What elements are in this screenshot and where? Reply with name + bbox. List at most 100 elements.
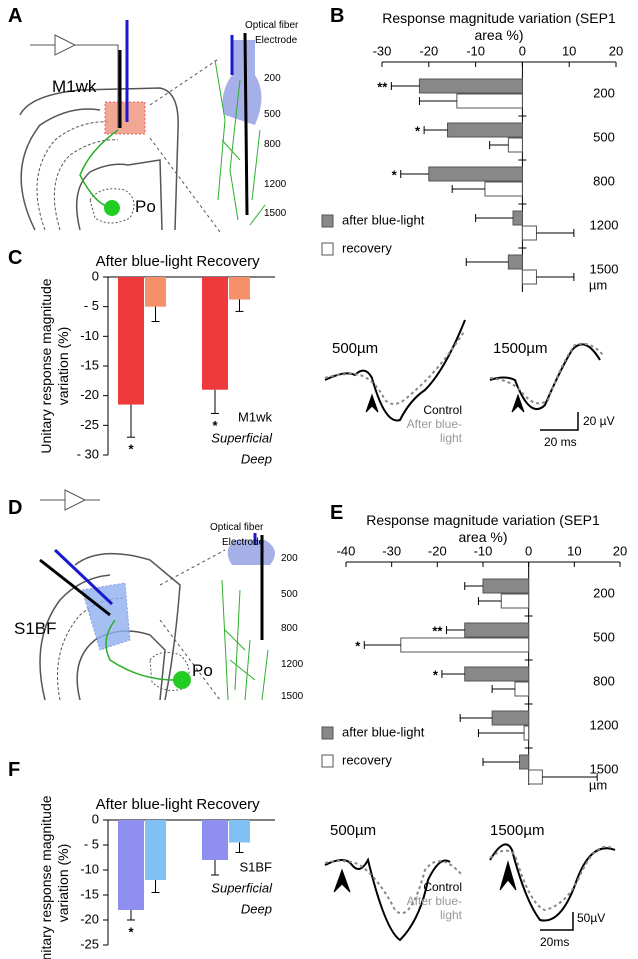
y-tick-label: -25 — [80, 936, 99, 951]
legend-label: recovery — [342, 240, 392, 255]
y-tick-label: -20 — [80, 387, 99, 402]
bar — [519, 754, 530, 770]
bar — [447, 122, 523, 138]
diagram-d — [39, 489, 275, 701]
diagram-a — [19, 20, 266, 233]
legend-label: Deep — [241, 451, 272, 466]
bar — [514, 681, 530, 697]
y-axis-label: Unitary response magnitude variation (%) — [38, 794, 71, 959]
bar — [145, 820, 166, 880]
y-tick-label: -10 — [80, 861, 99, 876]
legend-title: S1BF — [239, 859, 272, 874]
depth-label: 800 — [281, 623, 298, 634]
panel-label: B — [330, 5, 345, 27]
legend-label: after blue-light — [342, 724, 425, 739]
x-tick-label: 10 — [562, 43, 576, 58]
panel-label: C — [8, 247, 23, 269]
x-tick-label: -10 — [474, 543, 493, 558]
x-tick-label: -30 — [382, 543, 401, 558]
trace-legend: After blue-light — [406, 894, 462, 922]
bar — [202, 820, 228, 860]
bar — [521, 225, 537, 241]
legend-label: recovery — [342, 752, 392, 767]
bar — [500, 593, 530, 609]
chart-title: Response magnitude variation (SEP1 area … — [382, 10, 616, 43]
y-tick-label: -25 — [80, 417, 99, 432]
panel-label: F — [8, 759, 21, 781]
trace-depth: 1500µm — [493, 340, 548, 357]
category-label: 800 — [593, 673, 615, 688]
category-label: 1500 — [590, 261, 619, 276]
significance: * — [392, 167, 398, 182]
traces-b — [324, 319, 604, 431]
y-axis-label: Unitary response magnitude variation (%) — [38, 278, 71, 454]
significance: * — [212, 418, 218, 433]
x-tick-label: -30 — [373, 43, 392, 58]
depth-label: 1500 — [264, 208, 287, 219]
scale-label: 20ms — [540, 935, 570, 949]
bar — [418, 78, 523, 94]
y-tick-label: - 5 — [84, 836, 99, 851]
bar — [464, 666, 530, 682]
x-tick-label: -20 — [419, 43, 438, 58]
y-tick-label: -20 — [80, 911, 99, 926]
category-label: 800 — [593, 173, 615, 188]
depth-label: 1500 — [281, 691, 304, 702]
x-tick-label: 10 — [567, 543, 581, 558]
legend-swatch — [321, 754, 334, 768]
bar — [507, 137, 523, 153]
region-label: S1BF — [14, 619, 57, 638]
category-label: Recovery — [196, 253, 260, 270]
bar — [482, 578, 530, 594]
category-label: After blue-light — [95, 253, 193, 270]
category-label: 1200 — [590, 717, 619, 732]
bar — [464, 622, 530, 638]
legend-swatch — [321, 214, 334, 228]
bar — [456, 93, 523, 109]
bar — [118, 277, 144, 405]
bar — [484, 181, 523, 197]
legend-label: Superficial — [211, 430, 273, 445]
category-unit: µm — [589, 277, 607, 292]
legend-swatch — [321, 726, 334, 740]
depth-label: 200 — [264, 73, 281, 84]
depth-label: 500 — [281, 589, 298, 600]
trace-legend: Control — [423, 880, 462, 894]
bar — [400, 637, 530, 653]
x-tick-label: -20 — [428, 543, 447, 558]
category-label: 1200 — [590, 217, 619, 232]
x-tick-label: -10 — [466, 43, 485, 58]
bar — [512, 210, 523, 226]
bar — [229, 820, 250, 843]
category-label: 200 — [593, 585, 615, 600]
bar — [528, 769, 543, 785]
trace-legend: Control — [423, 403, 462, 417]
nucleus-label: Po — [135, 197, 156, 216]
depth-label: 500 — [264, 109, 281, 120]
electrode-label: Electrode — [255, 35, 298, 46]
significance: * — [128, 924, 134, 939]
bar — [491, 710, 530, 726]
bar — [523, 725, 530, 741]
chart-title: Response magnitude variation (SEP1 area … — [366, 512, 600, 545]
y-tick-label: -10 — [80, 328, 99, 343]
depth-label: 1200 — [281, 659, 304, 670]
x-tick-label: 0 — [525, 543, 532, 558]
trace-legend: After blue-light — [406, 417, 462, 445]
panel-label: E — [330, 502, 344, 524]
x-tick-label: 0 — [519, 43, 526, 58]
significance: ** — [377, 79, 388, 94]
traces-e — [324, 843, 616, 942]
category-label: 1500 — [590, 761, 619, 776]
significance: * — [415, 123, 421, 138]
trace-depth: 500µm — [330, 822, 377, 839]
x-tick-label: 20 — [609, 43, 623, 58]
significance: ** — [432, 623, 443, 638]
significance: * — [355, 638, 361, 653]
x-tick-label: -40 — [337, 543, 356, 558]
bar — [521, 269, 537, 285]
significance: * — [128, 442, 134, 457]
bar — [118, 820, 144, 910]
panel-label: A — [8, 5, 23, 27]
